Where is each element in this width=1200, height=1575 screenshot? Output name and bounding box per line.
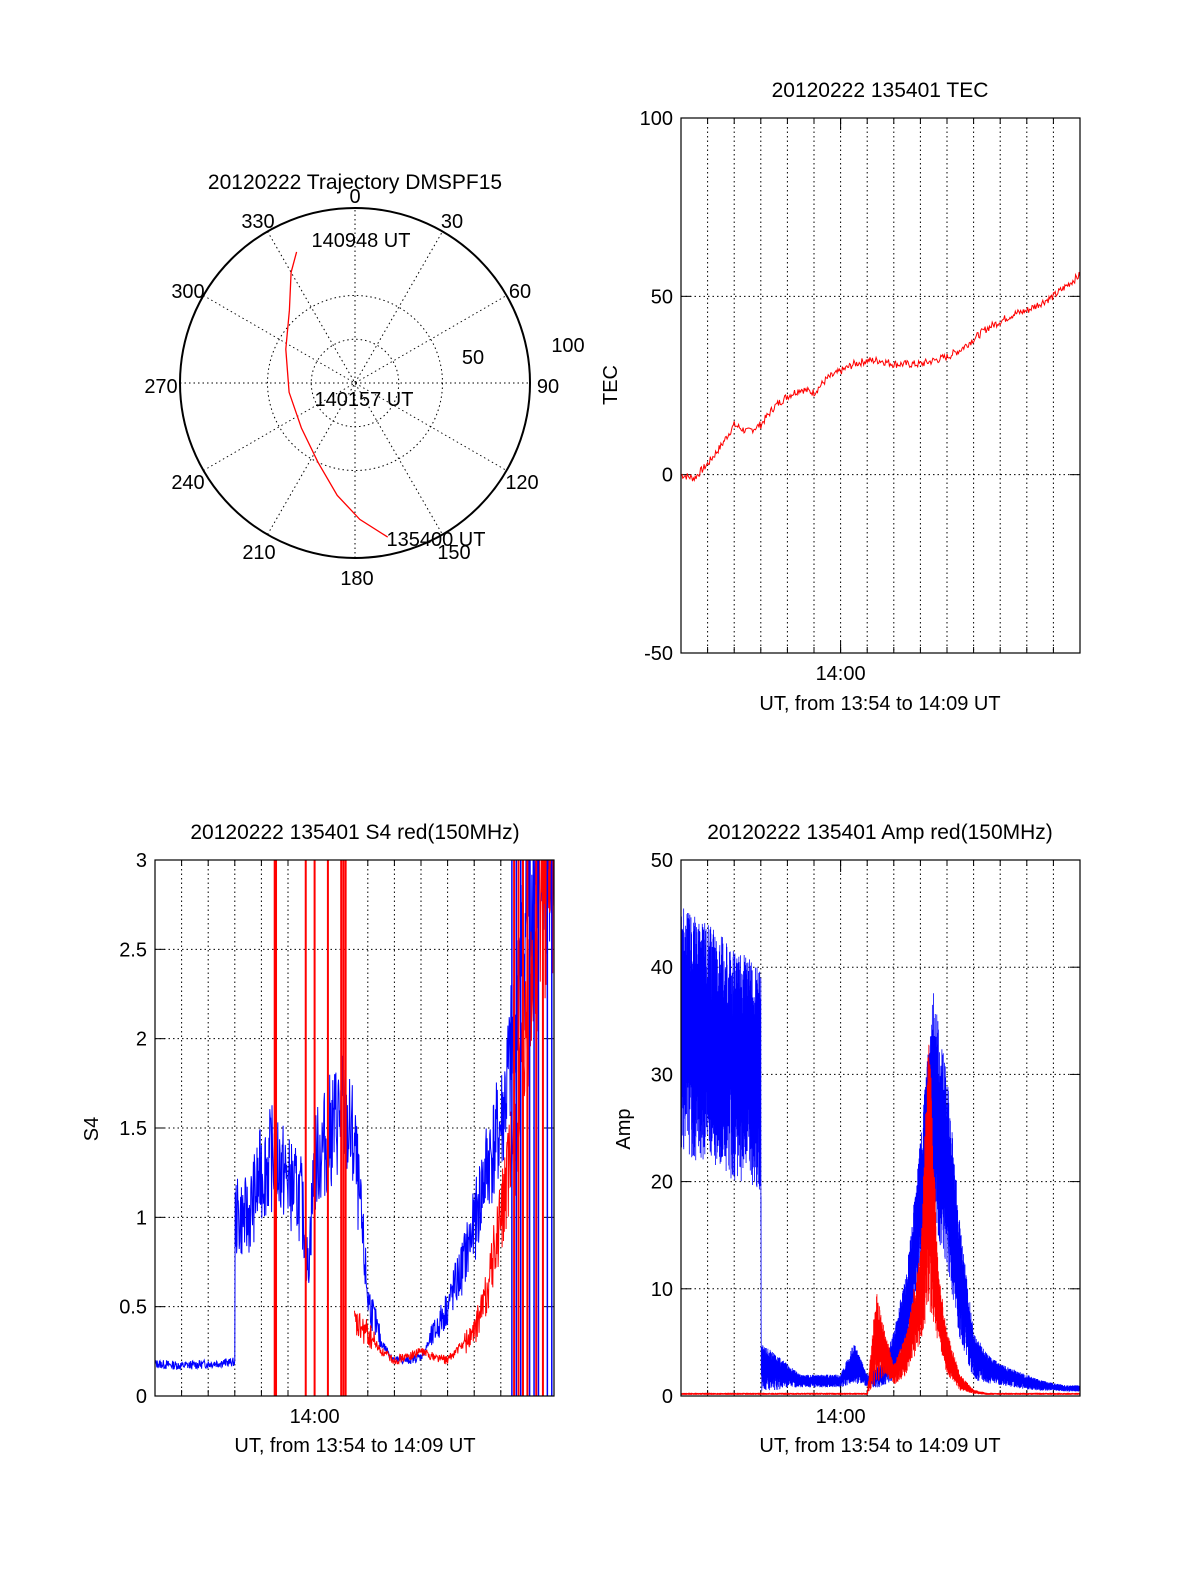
tec-plot-area: 100 50 0 -50 14:00 [640, 108, 1081, 685]
polar-azimuth-label: 90 [537, 376, 559, 398]
s4-y-tick-label: 0 [136, 1386, 147, 1408]
tec-y-tick-label: 0 [662, 465, 673, 487]
s4-series-line-red [354, 860, 554, 1365]
polar-radial-label: 100 [551, 335, 584, 357]
tec-y-tick-label: 100 [640, 108, 673, 130]
polar-azimuth-label: 270 [144, 376, 177, 398]
s4-y-tick-label: 3 [136, 850, 147, 872]
s4-title: 20120222 135401 S4 red(150MHz) [190, 821, 519, 844]
amp-title: 20120222 135401 Amp red(150MHz) [707, 821, 1053, 844]
tec-series-line [680, 272, 1081, 483]
polar-panel: 20120222 Trajectory DMSPF15 0 30 60 90 120 15… [144, 171, 584, 590]
polar-azimuth-label: 150 [437, 542, 470, 564]
s4-plot-area: 3 2.5 2 1.5 1 0.5 0 14:00 [119, 850, 555, 1428]
polar-azimuth-label: 30 [441, 211, 463, 233]
amp-plot-area: 50 40 30 20 10 0 14:00 [651, 850, 1081, 1428]
amp-y-tick-label: 40 [651, 957, 673, 979]
s4-y-tick-label: 1.5 [119, 1118, 147, 1140]
s4-series-line-blue [155, 860, 554, 1371]
s4-y-tick-label: 2.5 [119, 939, 147, 961]
s4-frame [154, 859, 555, 1397]
s4-y-tick-label: 0.5 [119, 1297, 147, 1319]
amp-x-tick-label: 14:00 [816, 1406, 866, 1428]
polar-time-annotation: 140157 UT [315, 389, 414, 411]
polar-azimuth-label: 240 [171, 472, 204, 494]
s4-y-tick-label: 1 [136, 1207, 147, 1229]
tec-y-axis-label: TEC [600, 365, 622, 405]
polar-labels: 0 30 60 90 120 150 180 210 240 270 300 330 50 100 [144, 186, 584, 590]
amp-panel: 20120222 135401 Amp red(150MHz) UT, from… [613, 821, 1081, 1457]
polar-azimuth-label: 300 [171, 281, 204, 303]
tec-x-axis-label: UT, from 13:54 to 14:09 UT [759, 693, 1000, 715]
polar-time-annotation: 135400 UT [387, 529, 486, 551]
tec-panel: 20120222 135401 TEC UT, from 13:54 to 14… [600, 79, 1081, 715]
tec-y-tick-label: 50 [651, 286, 673, 308]
polar-grid [179, 207, 531, 559]
s4-panel: 20120222 135401 S4 red(150MHz) UT, from … [81, 821, 555, 1457]
polar-radial-label: 50 [462, 347, 484, 369]
s4-y-tick-label: 2 [136, 1029, 147, 1051]
polar-time-annotation: 140948 UT [312, 230, 411, 252]
polar-trajectory-line [285, 251, 389, 538]
polar-azimuth-label: 120 [505, 472, 538, 494]
polar-azimuth-label: 330 [241, 211, 274, 233]
tec-grid [681, 117, 1080, 654]
polar-azimuth-label: 180 [340, 568, 373, 590]
tec-frame [680, 117, 1081, 654]
amp-y-axis-label: Amp [613, 1108, 635, 1149]
amp-y-tick-label: 0 [662, 1386, 673, 1408]
tec-title: 20120222 135401 TEC [772, 79, 989, 102]
polar-azimuth-label: 210 [242, 542, 275, 564]
tec-x-tick-label: 14:00 [816, 663, 866, 685]
s4-series-group [155, 860, 554, 1396]
s4-y-axis-label: S4 [81, 1117, 103, 1141]
amp-y-tick-label: 20 [651, 1172, 673, 1194]
amp-y-tick-label: 50 [651, 850, 673, 872]
polar-annotations: 140948 UT 140157 UT 135400 UT [312, 230, 486, 551]
amp-y-tick-label: 10 [651, 1279, 673, 1301]
amp-y-tick-label: 30 [651, 1064, 673, 1086]
amp-series-line-red [681, 1044, 1080, 1395]
polar-azimuth-label: 0 [349, 186, 360, 208]
s4-x-axis-label: UT, from 13:54 to 14:09 UT [234, 1435, 475, 1457]
tec-y-tick-label: -50 [644, 643, 673, 665]
polar-azimuth-label: 60 [509, 281, 531, 303]
amp-series-group [681, 908, 1080, 1395]
polar-series [285, 251, 389, 538]
s4-x-tick-label: 14:00 [290, 1406, 340, 1428]
amp-x-axis-label: UT, from 13:54 to 14:09 UT [759, 1435, 1000, 1457]
amp-frame [680, 859, 1081, 1397]
polar-title: 20120222 Trajectory DMSPF15 [208, 171, 502, 194]
